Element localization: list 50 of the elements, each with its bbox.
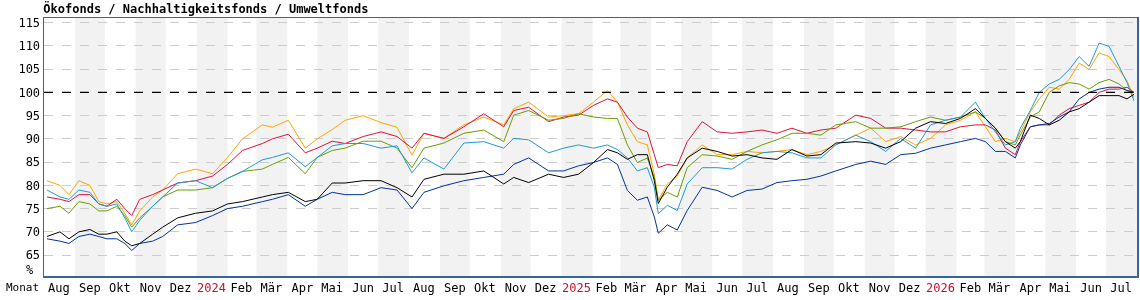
- y-tick-label: 85: [25, 155, 41, 170]
- x-tick-label: Mai: [1049, 280, 1072, 295]
- x-tick-label: Aug: [413, 280, 435, 295]
- y-tick-label: 105: [18, 62, 41, 77]
- y-tick-label: 100: [18, 85, 41, 100]
- y-tick-label: 65: [25, 248, 41, 263]
- x-tick-label: 2024: [197, 280, 226, 295]
- x-tick-label: 2025: [562, 280, 591, 295]
- x-tick-label: Apr: [655, 280, 678, 295]
- x-tick-label: Sep: [808, 280, 830, 295]
- y-tick-label: 90: [25, 132, 41, 147]
- x-tick-label: Jul: [746, 280, 768, 295]
- x-tick-label: Feb: [595, 280, 618, 295]
- y-tick-label: 110: [18, 39, 41, 54]
- x-tick-label: Sep: [79, 280, 101, 295]
- x-tick-label: Jul: [1110, 280, 1132, 295]
- x-tick-label: Apr: [291, 280, 314, 295]
- y-tick-label: 80: [25, 178, 41, 193]
- x-axis-title: Monat: [6, 281, 40, 294]
- x-tick-label: Mär: [988, 280, 1011, 295]
- x-tick-label: Jun: [352, 280, 374, 295]
- y-axis-title: %: [26, 263, 34, 277]
- y-tick-label: 75: [25, 201, 41, 216]
- y-tick-label: 70: [25, 225, 41, 240]
- chart-title: Ökofonds / Nachhaltigkeitsfonds / Umweltfonds: [43, 0, 369, 16]
- x-tick-label: 2026: [926, 280, 955, 295]
- x-tick-label: Feb: [230, 280, 253, 295]
- x-tick-label: Sep: [444, 280, 466, 295]
- y-tick-label: 95: [25, 108, 41, 123]
- x-tick-label: Mai: [321, 280, 344, 295]
- x-tick-label: Jun: [1080, 280, 1102, 295]
- x-tick-label: Apr: [1019, 280, 1042, 295]
- x-tick-label: Nov: [139, 280, 162, 295]
- x-tick-label: Jul: [382, 280, 404, 295]
- x-tick-label: Jun: [716, 280, 738, 295]
- x-tick-label: Dez: [534, 280, 557, 295]
- x-tick-label: Nov: [504, 280, 527, 295]
- x-tick-label: Dez: [169, 280, 192, 295]
- x-tick-label: Aug: [777, 280, 799, 295]
- x-tick-label: Nov: [868, 280, 891, 295]
- x-tick-label: Mai: [685, 280, 708, 295]
- x-tick-label: Feb: [959, 280, 982, 295]
- y-tick-label: 115: [18, 15, 41, 30]
- x-tick-label: Aug: [48, 280, 70, 295]
- x-tick-label: Okt: [108, 280, 131, 295]
- x-tick-label: Okt: [473, 280, 496, 295]
- x-tick-label: Okt: [837, 280, 860, 295]
- x-tick-label: Dez: [898, 280, 921, 295]
- x-tick-label: Mär: [260, 280, 283, 295]
- x-tick-label: Mär: [624, 280, 647, 295]
